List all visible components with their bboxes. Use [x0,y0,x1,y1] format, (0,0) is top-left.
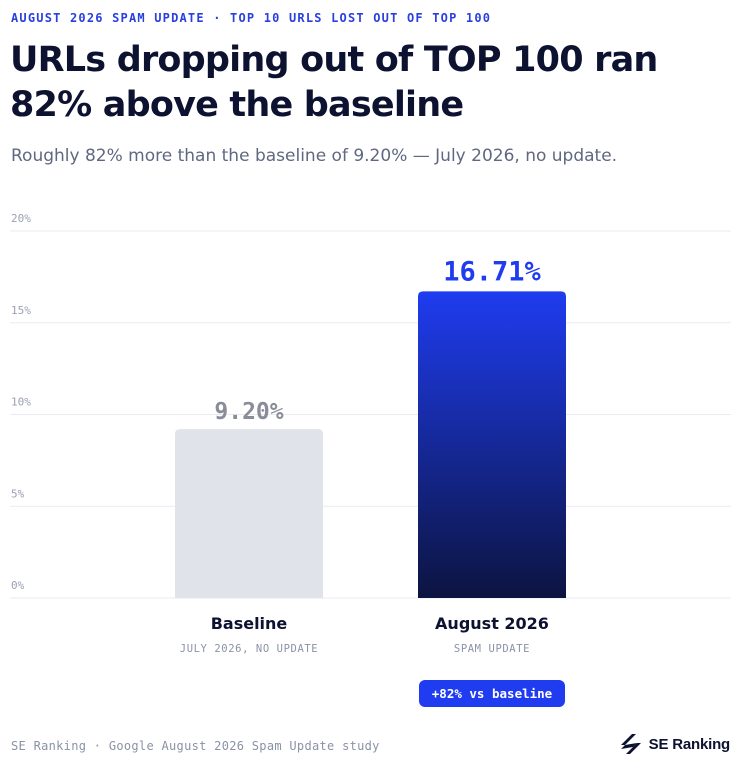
source-footer: SE Ranking · Google August 2026 Spam Upd… [11,739,380,753]
category-label-baseline: Baseline [210,614,288,633]
grid-lines: 0% 5% 10% 15% 20% [10,212,731,599]
change-badge: +82% vs baseline [419,680,565,707]
bar-august-2026 [418,291,566,598]
y-tick-label: 20% [11,212,31,225]
chart-subtitle: Roughly 82% more than the baseline of 9.… [11,146,618,166]
y-tick-label: 10% [11,396,31,409]
chart-title: URLs dropping out of TOP 100 ran 82% abo… [10,40,658,125]
brand-name: SE Ranking [648,735,731,753]
bar-chart: 0% 5% 10% 15% 20% 9.20% 16.71% [10,212,731,599]
category-sublabel-baseline: JULY 2026, NO UPDATE [179,643,319,655]
se-ranking-logo-icon [620,734,641,754]
value-label-august-2026: 16.71% [443,256,541,287]
value-labels: 9.20% 16.71% [214,256,541,425]
category-sublabel-august: SPAM UPDATE [453,643,531,655]
bar-baseline [175,429,323,598]
y-tick-label: 0% [11,579,25,592]
brand-logo: SE Ranking [619,731,730,757]
y-tick-label: 5% [11,487,25,500]
value-label-baseline: 9.20% [214,399,283,425]
bars [175,291,566,598]
category-label-august: August 2026 [435,614,549,633]
y-tick-label: 15% [11,304,31,317]
kicker: AUGUST 2026 SPAM UPDATE · TOP 10 URLS LO… [11,11,492,25]
